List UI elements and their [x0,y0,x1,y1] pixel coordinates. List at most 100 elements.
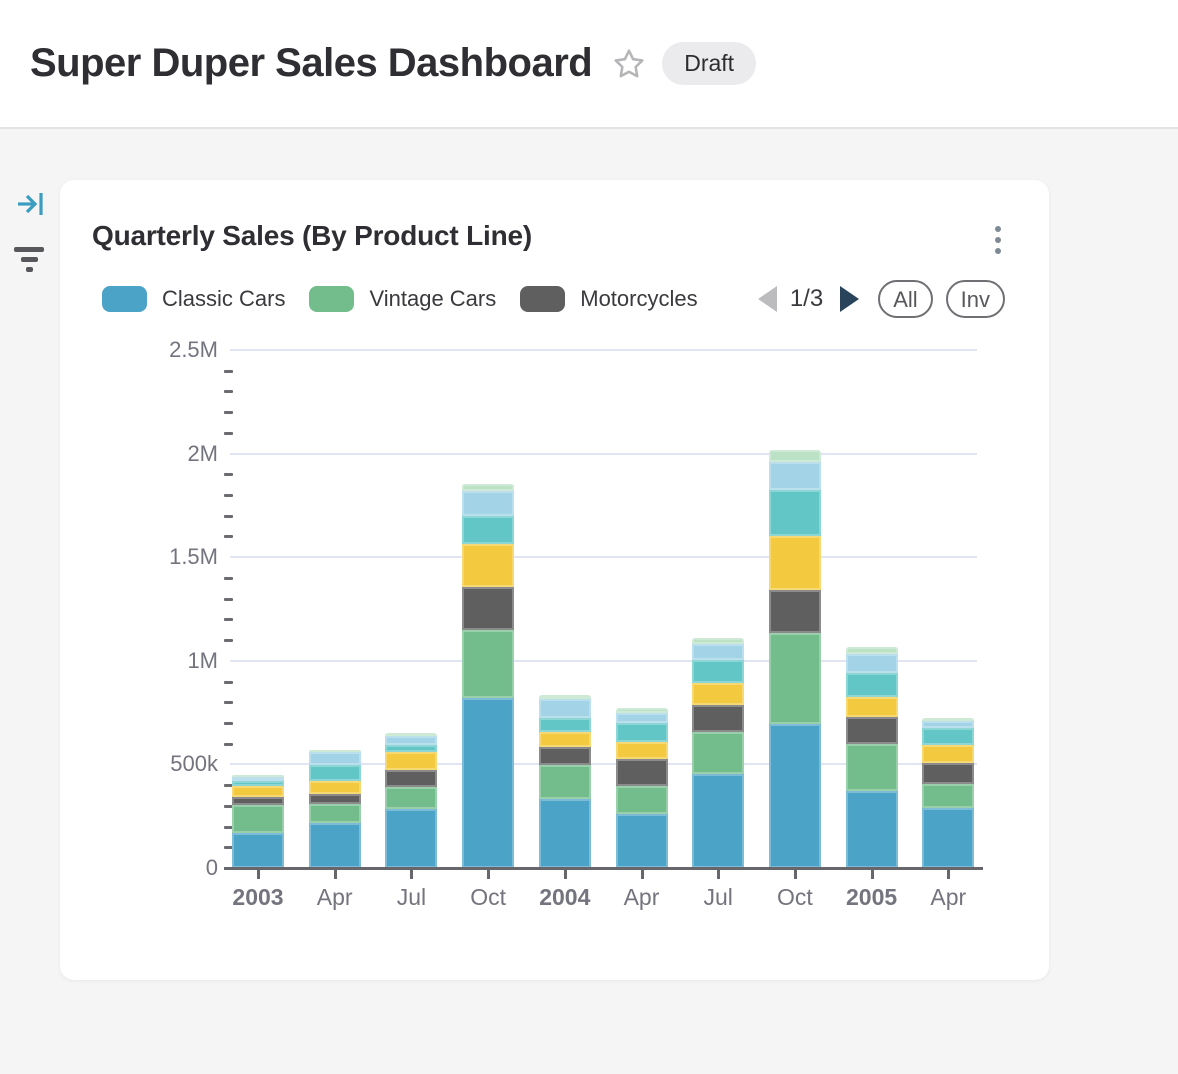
bar-segment[interactable] [615,759,668,787]
bar-segment[interactable] [845,716,898,744]
bar-segment[interactable] [692,705,745,733]
bar-segment[interactable] [462,587,515,630]
y-axis-minor-tick [224,825,233,829]
bar-segment[interactable] [922,763,975,785]
bar-segment[interactable] [232,776,284,781]
bar-segment[interactable] [308,765,361,781]
bar-segment[interactable] [768,536,821,591]
bar-segment[interactable] [308,823,361,868]
bar-segment[interactable] [692,644,745,660]
bar-segment[interactable] [385,736,438,745]
bar-segment[interactable] [615,741,668,760]
bar-segment[interactable] [385,769,438,788]
y-axis-tick-label: 0 [205,855,218,880]
bar-segment[interactable] [538,746,591,766]
bar-segment[interactable] [308,780,361,795]
bar-segment[interactable] [538,699,591,718]
bar-segment[interactable] [692,773,745,868]
bar-segment[interactable] [462,490,515,516]
bar-segment[interactable] [615,708,668,713]
bar-segment[interactable] [462,483,515,491]
bar-segment[interactable] [385,751,438,770]
bar-segment[interactable] [692,659,745,683]
bar-segment[interactable] [845,743,898,792]
collapse-panel-icon[interactable] [16,190,46,223]
bar-segment[interactable] [232,832,284,868]
x-axis-tick-label: Jul [396,884,427,910]
legend-label: Classic Cars [162,286,286,311]
x-axis-tick [333,870,337,879]
bar-segment[interactable] [845,653,898,674]
filter-icon[interactable] [13,243,45,275]
bar-segment[interactable] [692,638,745,645]
favorite-star-icon[interactable] [612,47,646,81]
bar-segment[interactable] [768,723,821,868]
y-axis-minor-tick [224,431,233,435]
bar-segment[interactable] [768,450,821,462]
legend-item-vintage-cars[interactable]: Vintage Cars [309,286,496,312]
bar-segment[interactable] [385,787,438,809]
bar-segment[interactable] [385,733,438,737]
bar-segment[interactable] [922,807,975,868]
bar-segment[interactable] [462,629,515,699]
bar-segment[interactable] [385,808,438,868]
x-axis-tick [640,870,644,879]
bar-segment[interactable] [308,794,361,804]
bar-segment[interactable] [768,489,821,537]
x-axis-tick-label: 2003 [232,884,284,910]
bar-segment[interactable] [462,543,515,588]
bar-segment[interactable] [308,749,361,752]
legend-prev-arrow-icon[interactable] [757,286,777,312]
bar-segment[interactable] [845,791,898,868]
bar-segment[interactable] [845,647,898,654]
legend-page-indicator: 1/3 [789,285,824,312]
bar-segment[interactable] [615,814,668,868]
y-axis-tick-label: 2.5M [169,337,218,362]
bar-segment[interactable] [462,698,515,868]
x-axis-tick-label: Apr [623,884,660,910]
legend-invert-selection-button[interactable]: Inv [945,280,1005,318]
bar-segment[interactable] [308,803,361,824]
legend-item-motorcycles[interactable]: Motorcycles [520,286,698,312]
bar-segment[interactable] [232,796,284,805]
bar-segment[interactable] [922,728,975,745]
x-axis-tick [410,870,414,879]
bar-segment[interactable] [845,673,898,698]
bar-segment[interactable] [308,751,361,766]
y-axis-minor-tick [224,680,233,684]
bar-segment[interactable] [538,798,591,868]
bar-segment[interactable] [615,786,668,815]
bar-segment[interactable] [538,694,591,700]
y-gridline [230,349,977,351]
bar-segment[interactable] [232,780,284,787]
bar-segment[interactable] [615,712,668,723]
bar-segment[interactable] [922,720,975,729]
bar-segment[interactable] [538,732,591,747]
bar-segment[interactable] [538,717,591,733]
bar-segment[interactable] [232,804,284,833]
bar-segment[interactable] [462,515,515,544]
bar-segment[interactable] [922,784,975,808]
bar-segment[interactable] [692,682,745,706]
bar-segment[interactable] [768,632,821,724]
status-badge: Draft [662,42,757,85]
bar-segment[interactable] [232,775,284,777]
bar-segment[interactable] [922,744,975,764]
y-axis-minor-tick [224,576,233,580]
x-axis-tick-label: Apr [316,884,353,910]
legend-item-classic-cars[interactable]: Classic Cars [102,286,285,312]
bar-segment[interactable] [538,765,591,799]
bar-segment[interactable] [385,744,438,752]
bar-segment[interactable] [768,461,821,490]
bar-segment[interactable] [232,786,284,797]
bar-segment[interactable] [922,717,975,721]
bar-segment[interactable] [692,732,745,774]
bar-segment[interactable] [845,697,898,717]
bar-segment[interactable] [768,590,821,633]
legend-select-all-button[interactable]: All [878,280,933,318]
legend-next-arrow-icon[interactable] [840,286,860,312]
card-menu-kebab-icon[interactable] [987,222,1009,258]
bar-segment[interactable] [615,722,668,742]
legend-pager: 1/3 [757,285,860,313]
y-gridline [230,452,977,455]
